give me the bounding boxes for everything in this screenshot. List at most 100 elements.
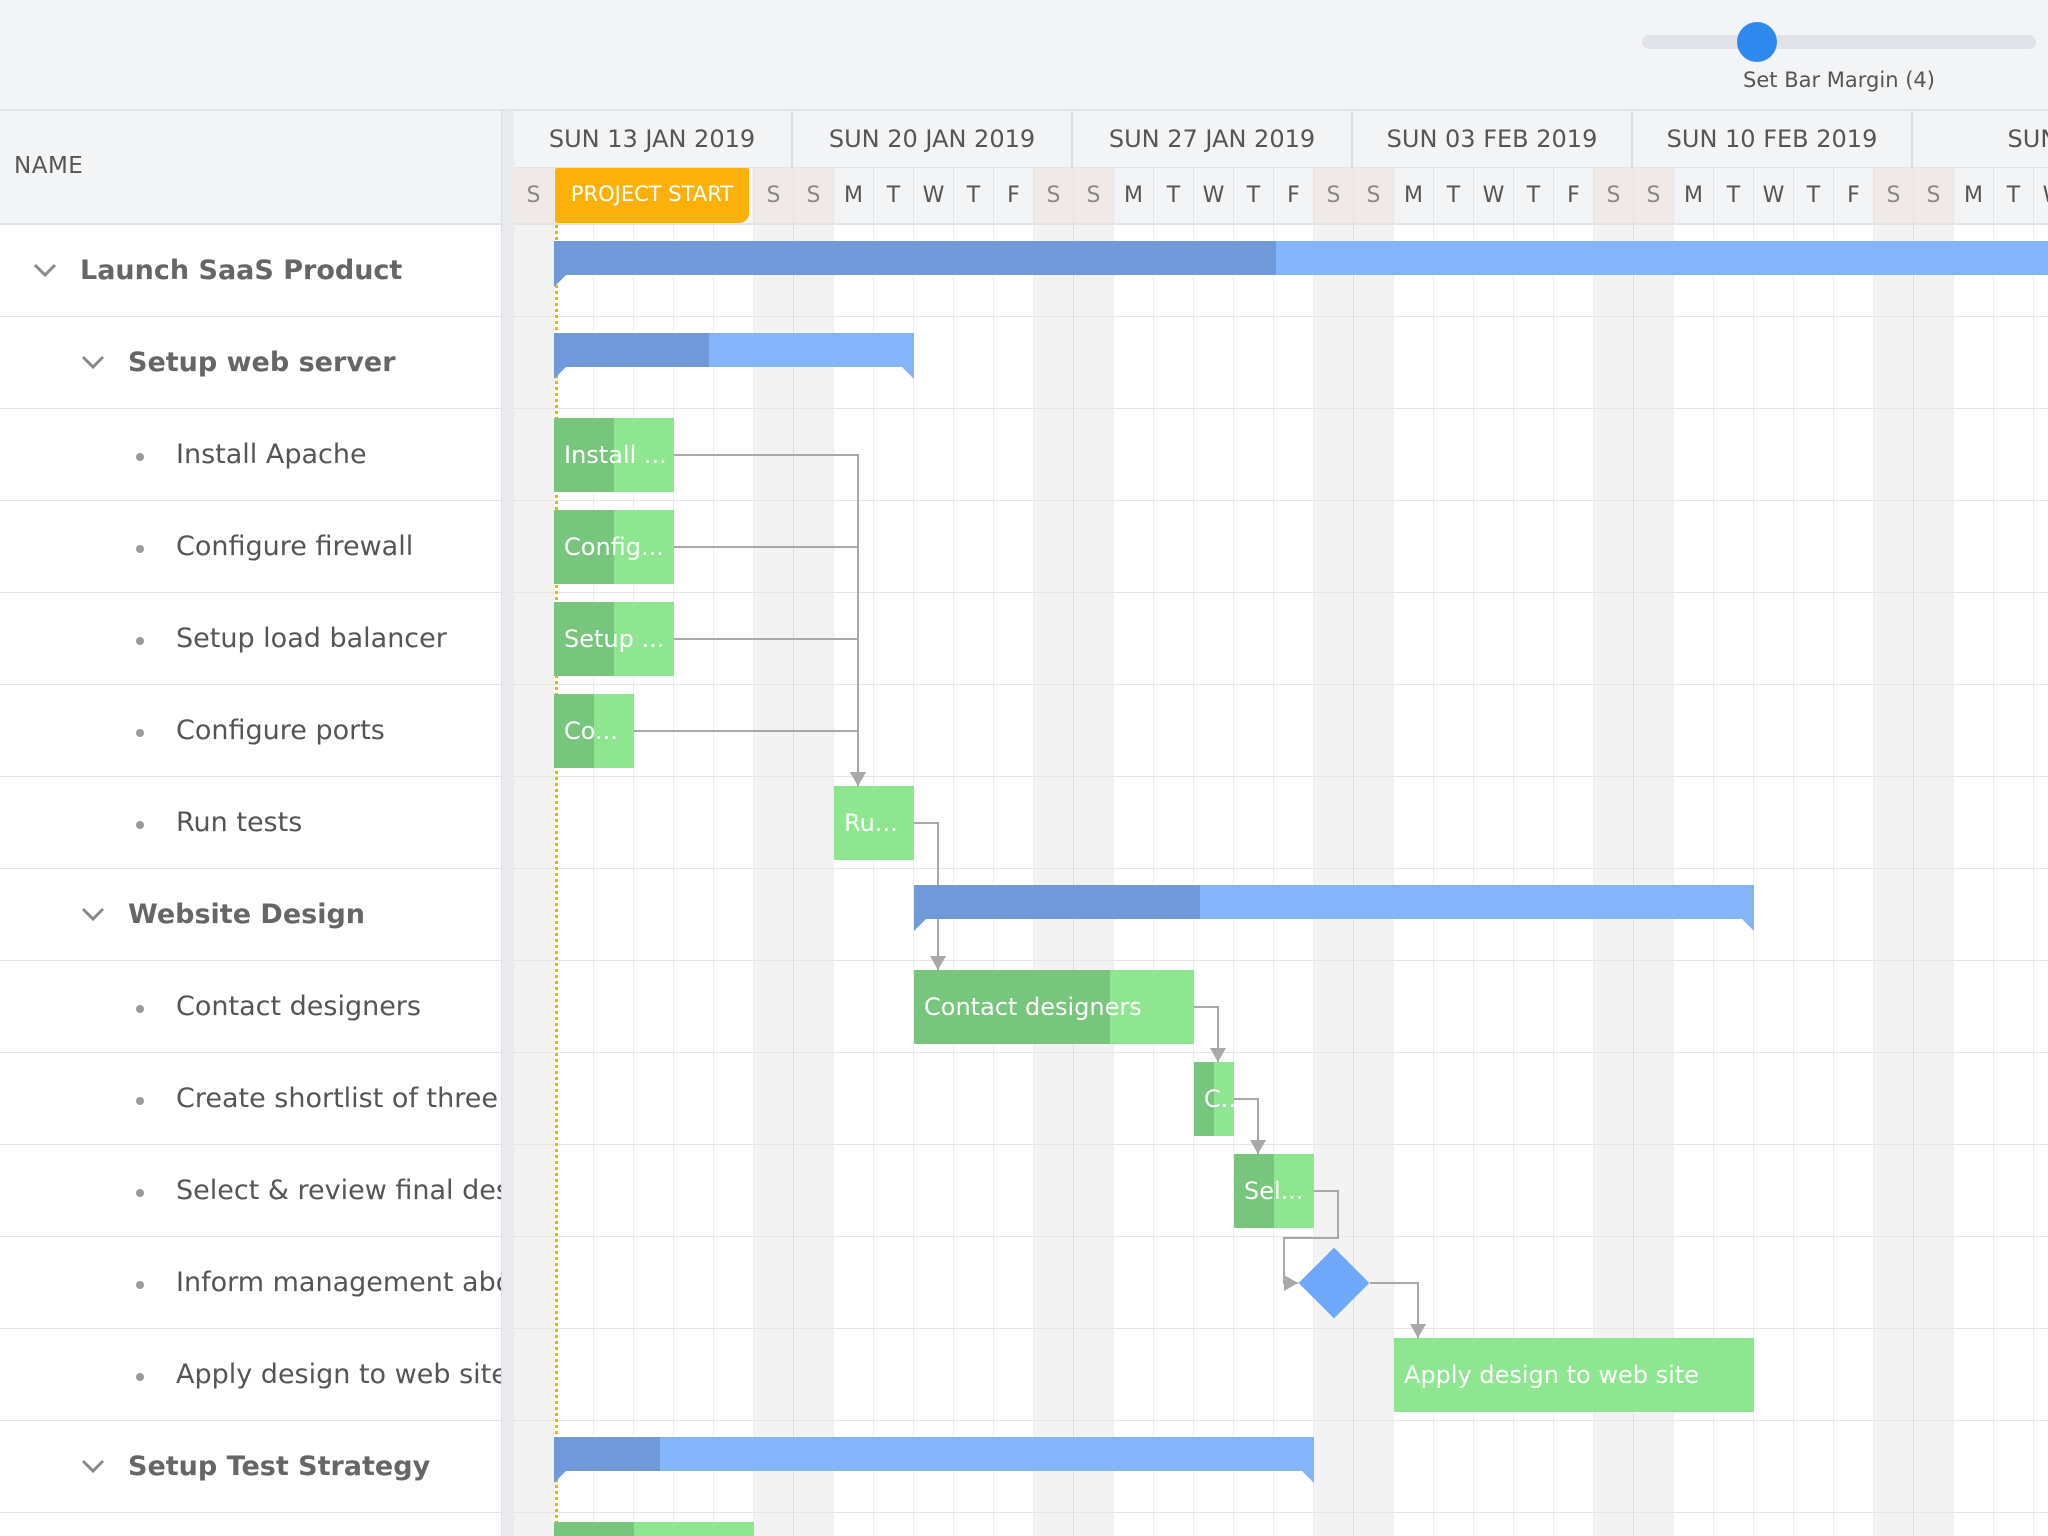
bullet-icon [136, 453, 144, 461]
grid-line [1233, 225, 1234, 1536]
task-row[interactable]: Launch SaaS Product [0, 225, 501, 317]
task-bar[interactable]: Ru... [834, 786, 914, 860]
dependency-line [674, 454, 859, 786]
task-row[interactable]: Website Design [0, 869, 501, 961]
task-name: Install Apache [176, 439, 367, 470]
bar-margin-slider-label: Set Bar Margin (4) [1743, 68, 1935, 92]
task-bar[interactable]: Co... [554, 694, 634, 768]
task-row[interactable]: Setup Test Strategy [0, 1421, 501, 1513]
task-row[interactable]: Inform management about decision [0, 1237, 501, 1329]
grid-line [993, 225, 994, 1536]
grid-line [553, 225, 554, 1536]
day-header: M [1394, 167, 1434, 223]
task-bar[interactable]: Setup ... [554, 602, 674, 676]
weekend-column [1354, 225, 1394, 1536]
task-bar[interactable]: Install ... [554, 418, 674, 492]
task-row[interactable]: Create shortlist of three designers [0, 1053, 501, 1145]
bar-margin-slider-thumb[interactable] [1737, 22, 1777, 62]
task-row[interactable]: Contact designers [0, 961, 501, 1053]
grid-line [1313, 225, 1314, 1536]
task-bar-label: Ru... [844, 809, 898, 837]
task-bar[interactable]: C... [1194, 1062, 1234, 1136]
day-header: F [1274, 167, 1314, 223]
dependency-line [1194, 1006, 1219, 1062]
chevron-down-icon[interactable] [78, 1451, 108, 1481]
summary-bar[interactable] [554, 241, 2048, 287]
weekend-column [754, 225, 794, 1536]
chevron-down-icon[interactable] [78, 347, 108, 377]
task-name: Select & review final design [176, 1175, 501, 1206]
summary-cap-left [914, 919, 926, 931]
week-header: SUN 17 [1913, 111, 2048, 167]
grid-line [833, 225, 834, 1536]
grid-line [633, 225, 634, 1536]
summary-bar[interactable] [554, 333, 914, 379]
grid-line [2033, 225, 2034, 1536]
summary-cap-right [902, 367, 914, 379]
dependency-arrow [1210, 1048, 1226, 1062]
summary-cap-right [1302, 1471, 1314, 1483]
row-divider [514, 500, 2048, 501]
day-header: W [1194, 167, 1234, 223]
week-header: SUN 20 JAN 2019 [793, 111, 1073, 167]
task-row[interactable]: Configure ports [0, 685, 501, 777]
bullet-icon [136, 637, 144, 645]
task-bar[interactable]: Contact designers [914, 970, 1194, 1044]
summary-bar[interactable] [914, 885, 1754, 931]
bullet-icon [136, 729, 144, 737]
day-header: S [1914, 167, 1954, 223]
task-progress [554, 602, 614, 676]
day-header: T [1994, 167, 2034, 223]
bar-margin-slider-track[interactable] [1642, 35, 2036, 49]
task-bar[interactable]: Apply design to web site [1394, 1338, 1754, 1412]
task-bar[interactable]: Sel... [1234, 1154, 1314, 1228]
day-header: M [1674, 167, 1714, 223]
project-start-line [555, 225, 558, 1536]
chevron-down-icon[interactable] [78, 899, 108, 929]
task-progress [554, 694, 594, 768]
grid-line [753, 225, 754, 1536]
week-header: SUN 10 FEB 2019 [1633, 111, 1913, 167]
task-row[interactable]: Setup web server [0, 317, 501, 409]
weekend-column [1634, 225, 1674, 1536]
panel-splitter[interactable] [501, 111, 514, 1536]
summary-progress [554, 333, 709, 367]
task-bar[interactable]: Config... [554, 510, 674, 584]
task-name: Setup web server [128, 347, 396, 378]
task-row[interactable]: Install Apache [0, 409, 501, 501]
day-header: S [1034, 167, 1074, 223]
task-row[interactable]: Setup load balancer [0, 593, 501, 685]
row-divider [514, 1420, 2048, 1421]
day-header: F [1554, 167, 1594, 223]
row-divider [514, 868, 2048, 869]
summary-bar[interactable] [554, 1437, 1314, 1483]
task-progress [1194, 1062, 1214, 1136]
day-header: M [1954, 167, 1994, 223]
task-row[interactable]: Select & review final design [0, 1145, 501, 1237]
name-column-header[interactable]: NAME [0, 111, 501, 225]
row-divider [514, 1236, 2048, 1237]
day-header: F [994, 167, 1034, 223]
task-bar[interactable] [554, 1522, 754, 1536]
row-divider [514, 592, 2048, 593]
grid-line [953, 225, 954, 1536]
timeline-body: Install ... Config... Setup ... Co... Ru... C… [514, 225, 2048, 1536]
dependency-line [634, 730, 859, 786]
grid-line [1753, 225, 1754, 1536]
day-header: S [1594, 167, 1634, 223]
grid-line [1433, 225, 1434, 1536]
chevron-down-icon[interactable] [30, 255, 60, 285]
task-row[interactable]: Run tests [0, 777, 501, 869]
task-row[interactable] [0, 1513, 501, 1536]
weekend-column [1914, 225, 1954, 1536]
day-header: S [1874, 167, 1914, 223]
task-row[interactable]: Configure firewall [0, 501, 501, 593]
summary-cap-left [554, 367, 566, 379]
summary-progress [914, 885, 1200, 919]
task-row[interactable]: Apply design to web site [0, 1329, 501, 1421]
task-bar-label: Contact designers [924, 993, 1142, 1021]
grid-line [673, 225, 674, 1536]
grid-line [1593, 225, 1594, 1536]
name-column-header-label: NAME [14, 153, 84, 179]
weekend-column [1594, 225, 1634, 1536]
